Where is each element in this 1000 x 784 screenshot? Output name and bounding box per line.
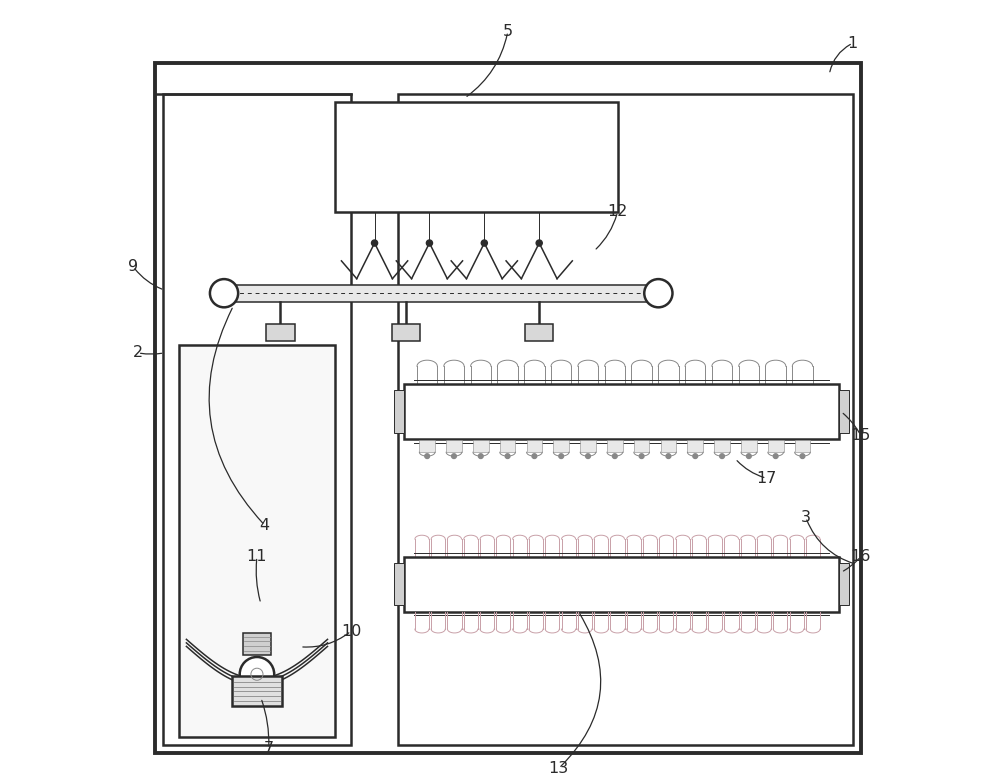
Bar <box>394 390 404 433</box>
Bar <box>404 384 839 439</box>
Text: 15: 15 <box>850 427 871 443</box>
Circle shape <box>559 454 564 459</box>
Bar <box>687 440 703 452</box>
Bar <box>768 440 784 452</box>
Circle shape <box>452 454 456 459</box>
Circle shape <box>426 240 432 246</box>
Bar <box>580 440 596 452</box>
Text: 1: 1 <box>848 35 858 51</box>
Circle shape <box>425 454 430 459</box>
Circle shape <box>481 240 487 246</box>
Text: 12: 12 <box>607 204 628 220</box>
Circle shape <box>536 240 542 246</box>
Bar <box>553 440 569 452</box>
Circle shape <box>240 657 274 691</box>
Text: 13: 13 <box>549 760 569 776</box>
Bar <box>634 440 649 452</box>
Bar <box>404 557 839 612</box>
Bar <box>714 440 730 452</box>
Circle shape <box>639 454 644 459</box>
Circle shape <box>586 454 590 459</box>
Circle shape <box>210 279 238 307</box>
Bar <box>243 633 271 655</box>
Circle shape <box>720 454 724 459</box>
Bar <box>661 440 676 452</box>
Bar <box>607 440 623 452</box>
Text: 2: 2 <box>133 345 143 361</box>
Circle shape <box>612 454 617 459</box>
Bar <box>839 563 849 605</box>
Bar <box>224 285 658 302</box>
Bar <box>232 676 282 706</box>
Bar <box>394 563 404 605</box>
Circle shape <box>505 454 510 459</box>
Circle shape <box>478 454 483 459</box>
Text: 17: 17 <box>756 470 777 486</box>
Bar <box>398 94 853 745</box>
Bar <box>155 63 861 753</box>
Text: 16: 16 <box>850 549 871 564</box>
Text: 4: 4 <box>260 517 270 533</box>
Bar <box>446 440 462 452</box>
Bar <box>500 440 515 452</box>
Bar <box>525 324 553 341</box>
Text: 9: 9 <box>128 259 138 274</box>
Bar <box>795 440 810 452</box>
Circle shape <box>644 279 672 307</box>
Text: 11: 11 <box>247 549 267 564</box>
Bar <box>473 440 489 452</box>
Bar <box>335 102 618 212</box>
Bar <box>839 390 849 433</box>
Circle shape <box>693 454 698 459</box>
Circle shape <box>800 454 805 459</box>
Text: 10: 10 <box>341 623 361 639</box>
Circle shape <box>747 454 751 459</box>
Text: 7: 7 <box>264 741 274 757</box>
Circle shape <box>773 454 778 459</box>
Bar <box>163 94 351 745</box>
Bar <box>266 324 295 341</box>
Circle shape <box>666 454 671 459</box>
Text: 5: 5 <box>503 24 513 39</box>
Bar <box>419 440 435 452</box>
Bar <box>527 440 542 452</box>
Circle shape <box>532 454 537 459</box>
Bar <box>179 345 335 737</box>
Bar <box>741 440 757 452</box>
Text: 3: 3 <box>801 510 811 525</box>
Circle shape <box>372 240 378 246</box>
Bar <box>392 324 420 341</box>
